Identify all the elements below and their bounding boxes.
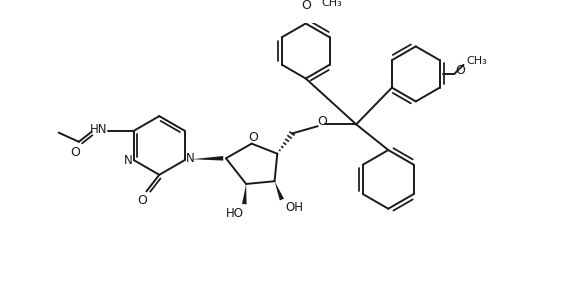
Text: HN: HN <box>90 123 108 136</box>
Text: OH: OH <box>286 201 304 214</box>
Text: N: N <box>186 152 195 165</box>
Text: CH₃: CH₃ <box>321 0 342 8</box>
Text: N: N <box>124 154 133 167</box>
Text: O: O <box>301 0 311 12</box>
Text: O: O <box>70 146 80 159</box>
Text: O: O <box>137 194 147 207</box>
Text: O: O <box>455 64 465 77</box>
Text: CH₃: CH₃ <box>466 56 487 66</box>
Polygon shape <box>274 181 284 200</box>
Text: O: O <box>249 131 258 144</box>
Polygon shape <box>242 184 247 204</box>
Text: HO: HO <box>226 207 244 220</box>
Polygon shape <box>192 156 223 161</box>
Text: O: O <box>318 115 327 128</box>
